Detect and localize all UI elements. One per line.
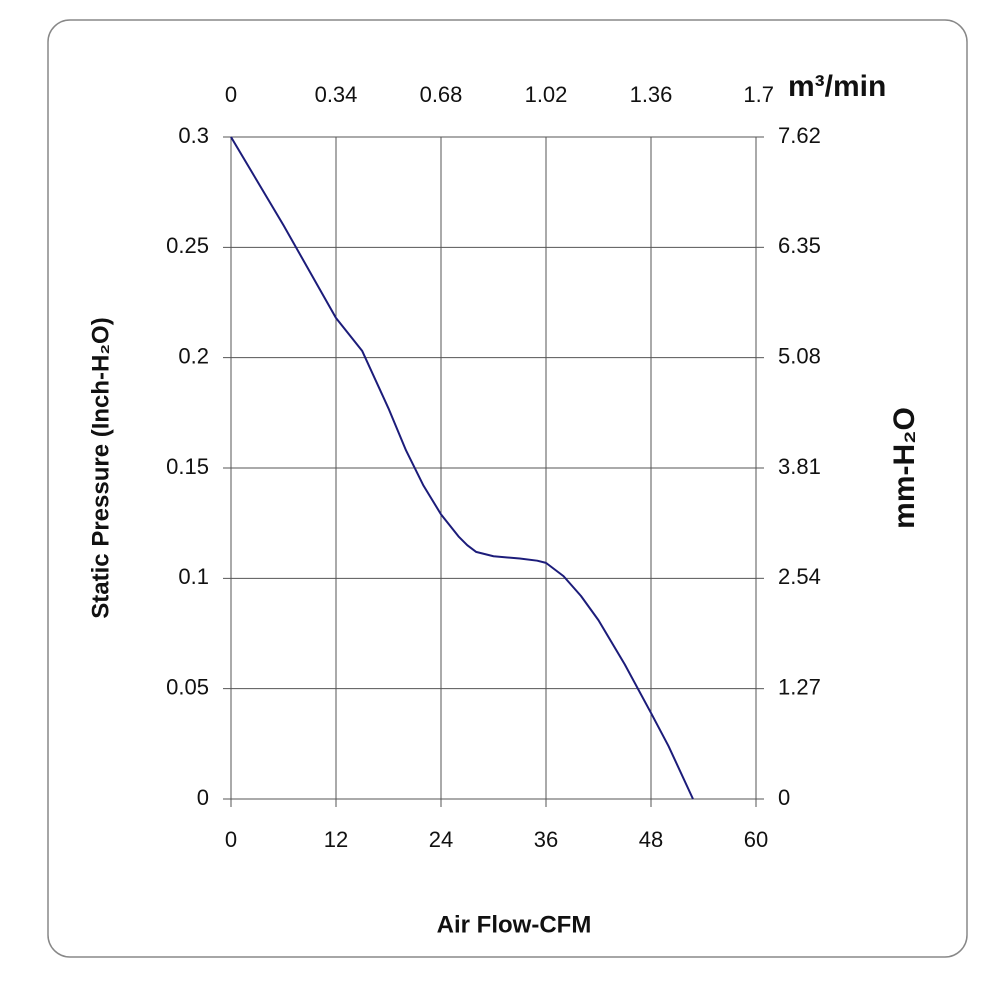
y2-tick-label: 5.08 <box>778 343 821 368</box>
x-tick-label: 60 <box>744 827 768 852</box>
y-axis-title: Static Pressure (Inch-H₂O) <box>87 317 114 618</box>
x-tick-label: 12 <box>324 827 348 852</box>
x2-tick-label: 0.34 <box>315 82 358 107</box>
x2-tick-label: 1.02 <box>525 82 568 107</box>
x2-axis-title: m³/min <box>788 70 886 103</box>
y-tick-label: 0.1 <box>178 564 209 589</box>
data-line <box>230 136 694 800</box>
y-tick-label: 0.15 <box>166 454 209 479</box>
x2-tick-label: 0.68 <box>420 82 463 107</box>
x-axis-title: Air Flow-CFM <box>437 911 592 938</box>
x2-tick-label: 1.36 <box>630 82 673 107</box>
y-tick-label: 0.05 <box>166 674 209 699</box>
y2-tick-label: 3.81 <box>778 454 821 479</box>
x-tick-label: 0 <box>225 827 237 852</box>
x-tick-label: 36 <box>534 827 558 852</box>
y2-tick-label: 2.54 <box>778 564 821 589</box>
x2-tick-label: 1.7 <box>743 82 774 107</box>
y-tick-label: 0 <box>197 785 209 810</box>
frame <box>47 19 968 958</box>
y2-tick-label: 7.62 <box>778 123 821 148</box>
y2-tick-label: 1.27 <box>778 674 821 699</box>
y2-axis-title: mm-H₂O <box>888 407 921 529</box>
y-tick-label: 0.3 <box>178 123 209 148</box>
y-tick-label: 0.2 <box>178 343 209 368</box>
x-tick-label: 48 <box>639 827 663 852</box>
y-tick-label: 0.25 <box>166 233 209 258</box>
y2-tick-label: 6.35 <box>778 233 821 258</box>
x-tick-label: 24 <box>429 827 453 852</box>
y2-tick-label: 0 <box>778 785 790 810</box>
x2-tick-label: 0 <box>225 82 237 107</box>
